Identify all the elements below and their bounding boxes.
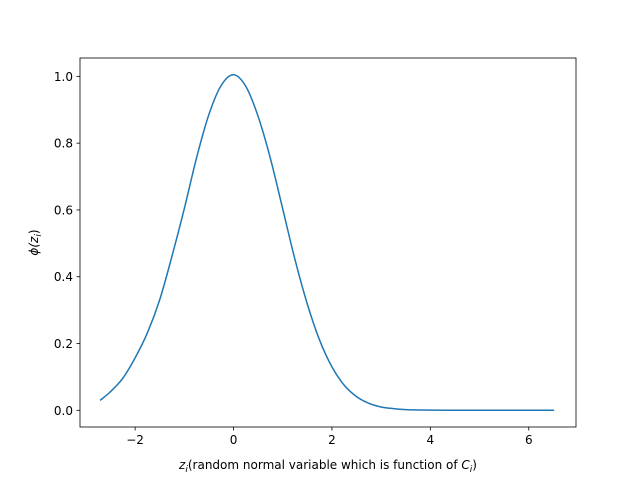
x-label-close: )	[472, 458, 477, 472]
x-tick-label: 4	[427, 433, 435, 447]
x-label-var-sub: i	[185, 465, 188, 475]
y-axis-label: ϕ(zi)	[27, 229, 44, 255]
y-tick-label: 0.2	[54, 337, 73, 351]
x-tick-label: −2	[126, 433, 144, 447]
y-tick-label: 0.8	[54, 137, 73, 151]
plot-area	[80, 58, 576, 427]
plot-frame	[79, 57, 577, 428]
series-line-0	[99, 73, 555, 412]
x-tick-label: 0	[230, 433, 238, 447]
y-label-sub: i	[34, 234, 44, 237]
y-label-func: ϕ(	[27, 242, 41, 256]
x-label-c: C	[461, 458, 470, 472]
y-tick-label: 1.0	[54, 70, 73, 84]
y-label-var: z	[27, 236, 41, 244]
x-tick-label: 2	[328, 433, 336, 447]
x-ticks: −2 0 2 4 6	[126, 427, 533, 447]
x-axis-label: zi(random normal variable which is funct…	[178, 458, 477, 475]
y-tick-label: 0.6	[54, 203, 73, 217]
y-tick-label: 0.0	[54, 404, 73, 418]
x-label-text: (random normal variable which is functio…	[188, 458, 462, 472]
y-ticks: 0.0 0.2 0.4 0.6 0.8 1.0	[54, 70, 80, 418]
y-label-close: )	[27, 229, 41, 234]
x-tick-label: 6	[525, 433, 533, 447]
x-label-var: z	[178, 458, 186, 472]
x-label-c-sub: i	[470, 465, 473, 475]
series-layer	[99, 73, 555, 412]
y-tick-label: 0.4	[54, 270, 73, 284]
